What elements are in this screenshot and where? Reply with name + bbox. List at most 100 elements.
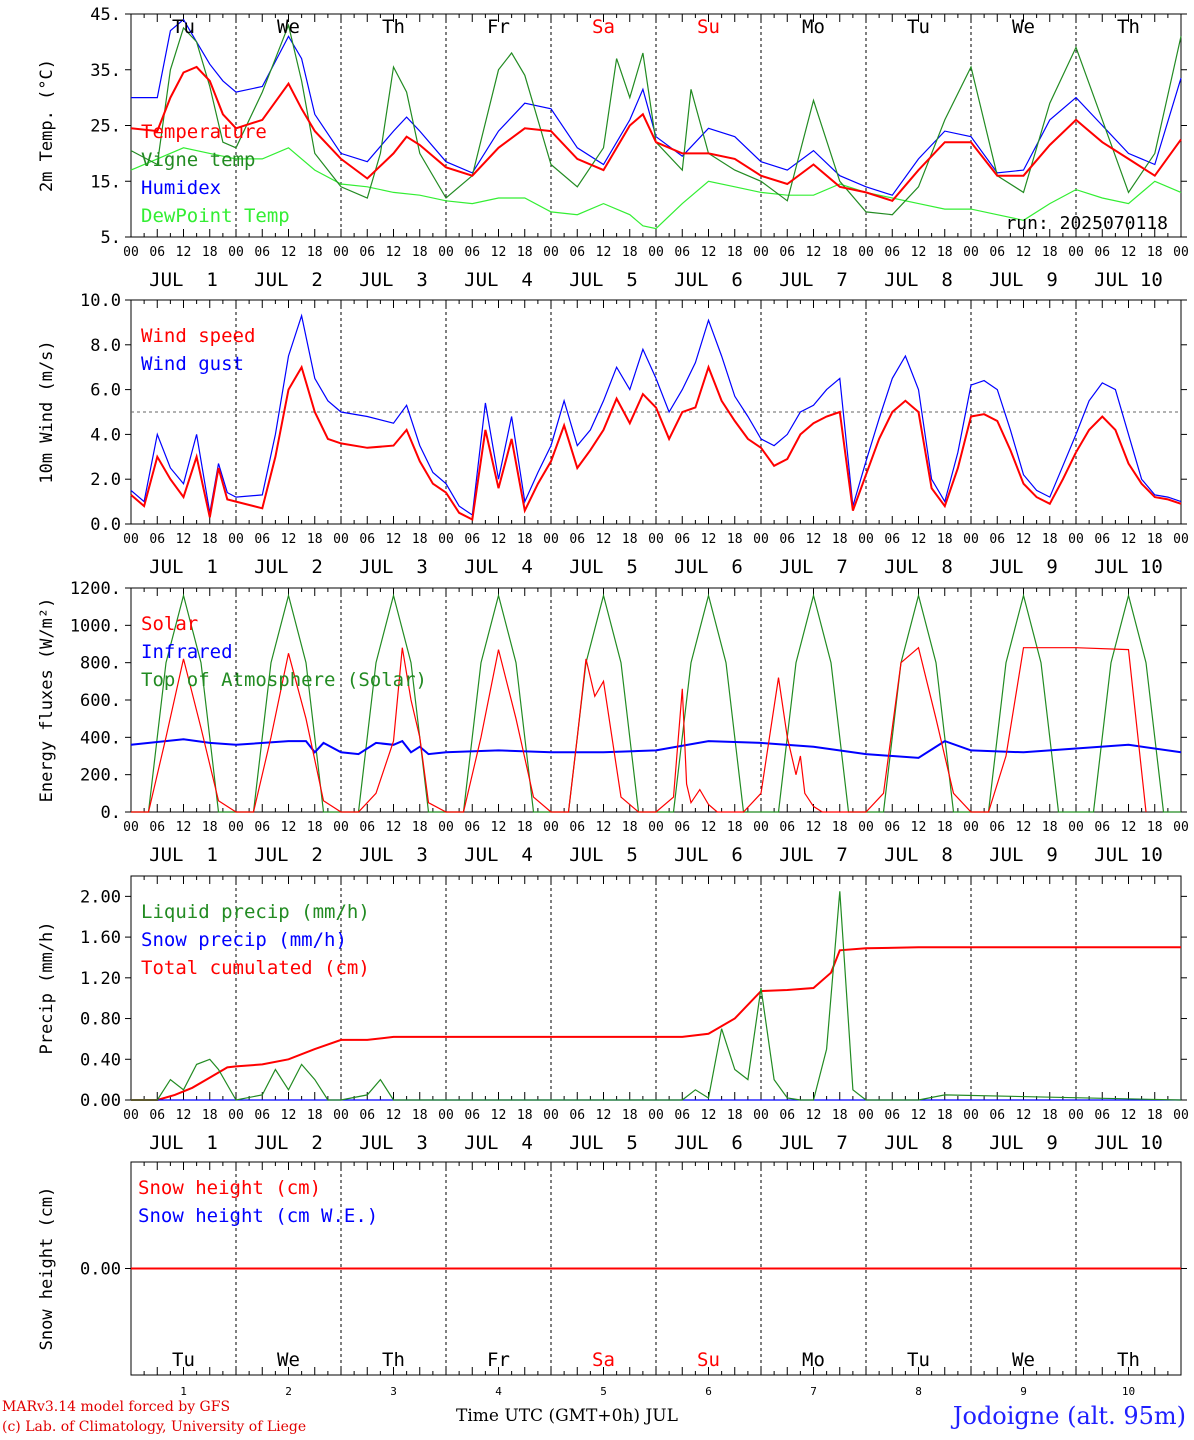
y-axis-label: Snow height (cm) bbox=[37, 1187, 57, 1351]
date-label: JUL 7 bbox=[779, 269, 848, 291]
hour-tick-label: 00 bbox=[543, 245, 559, 260]
hour-tick-label: 18 bbox=[412, 532, 428, 547]
hour-tick-label: 06 bbox=[254, 820, 270, 835]
weekday-label: Su bbox=[697, 1349, 720, 1371]
date-label: JUL 5 bbox=[569, 556, 638, 578]
legend-entry: Wind speed bbox=[141, 325, 255, 347]
hour-tick-label: 00 bbox=[648, 820, 664, 835]
hour-tick-label: 18 bbox=[307, 245, 323, 260]
hour-tick-label: 12 bbox=[386, 532, 402, 547]
y-tick-label: 800. bbox=[80, 654, 121, 674]
hour-tick-label: 00 bbox=[753, 1108, 769, 1123]
y-tick-label: 0.0 bbox=[90, 515, 121, 535]
weekday-label: Th bbox=[1117, 1349, 1140, 1371]
y-tick-label: 0.80 bbox=[80, 1010, 121, 1030]
hour-tick-label: 06 bbox=[674, 1108, 690, 1123]
date-label: JUL 7 bbox=[779, 556, 848, 578]
hour-tick-label: 00 bbox=[753, 532, 769, 547]
hour-tick-label: 18 bbox=[832, 1108, 848, 1123]
hour-tick-label: 18 bbox=[937, 532, 953, 547]
date-label: JUL 4 bbox=[464, 269, 533, 291]
hour-tick-label: 18 bbox=[412, 245, 428, 260]
weekday-label: We bbox=[1012, 1349, 1035, 1371]
day-number-label: 7 bbox=[810, 1385, 817, 1398]
run-label: run: 2025070118 bbox=[1005, 213, 1168, 234]
date-label: JUL 9 bbox=[989, 1132, 1058, 1154]
hour-tick-label: 12 bbox=[281, 820, 297, 835]
hour-tick-label: 12 bbox=[176, 1108, 192, 1123]
hour-tick-label: 18 bbox=[202, 245, 218, 260]
date-label: JUL 3 bbox=[359, 844, 428, 866]
hour-tick-label: 12 bbox=[491, 532, 507, 547]
hour-tick-label: 06 bbox=[884, 820, 900, 835]
hour-tick-label: 06 bbox=[359, 245, 375, 260]
hour-tick-label: 18 bbox=[517, 532, 533, 547]
hour-tick-label: 18 bbox=[307, 820, 323, 835]
y-tick-label: 2.0 bbox=[90, 470, 121, 490]
hour-tick-label: 12 bbox=[1121, 1108, 1137, 1123]
date-label: JUL 7 bbox=[779, 844, 848, 866]
hour-tick-label: 00 bbox=[123, 820, 139, 835]
y-axis-label: Energy fluxes (W/m²) bbox=[37, 598, 57, 803]
date-label: JUL 4 bbox=[464, 1132, 533, 1154]
date-label: JUL 2 bbox=[254, 1132, 323, 1154]
date-label: JUL 4 bbox=[464, 556, 533, 578]
hour-tick-label: 00 bbox=[1173, 532, 1189, 547]
weekday-label: Tu bbox=[907, 16, 930, 38]
panel-frame bbox=[130, 13, 1182, 238]
weekday-label: Tu bbox=[907, 1349, 930, 1371]
hour-tick-label: 06 bbox=[779, 820, 795, 835]
hour-tick-label: 06 bbox=[674, 532, 690, 547]
weekday-label: Th bbox=[1117, 16, 1140, 38]
date-label: JUL 6 bbox=[674, 844, 743, 866]
lab-credit: (c) Lab. of Climatology, University of L… bbox=[2, 1419, 307, 1435]
legend-entry: Snow precip (mm/h) bbox=[141, 929, 347, 951]
hour-tick-label: 18 bbox=[727, 1108, 743, 1123]
hour-tick-label: 06 bbox=[149, 245, 165, 260]
y-tick-label: 25. bbox=[90, 117, 121, 137]
day-number-label: 3 bbox=[390, 1385, 397, 1398]
hour-tick-label: 06 bbox=[254, 532, 270, 547]
hour-tick-label: 12 bbox=[701, 1108, 717, 1123]
y-axis-label: 2m Temp. (°C) bbox=[37, 59, 57, 192]
hour-tick-label: 00 bbox=[963, 245, 979, 260]
y-tick-label: 1200. bbox=[70, 579, 121, 599]
series-line bbox=[131, 18, 1182, 196]
y-tick-label: 45. bbox=[90, 5, 121, 25]
legend-entry: Infrared bbox=[141, 641, 233, 663]
hour-tick-label: 06 bbox=[569, 820, 585, 835]
hour-tick-label: 18 bbox=[517, 245, 533, 260]
hour-tick-label: 00 bbox=[123, 532, 139, 547]
hour-tick-label: 12 bbox=[806, 532, 822, 547]
hour-tick-label: 06 bbox=[1094, 245, 1110, 260]
series-line bbox=[130, 147, 1182, 230]
hour-tick-label: 12 bbox=[806, 1108, 822, 1123]
hour-tick-label: 06 bbox=[569, 532, 585, 547]
hour-tick-label: 06 bbox=[674, 245, 690, 260]
day-number-label: 8 bbox=[915, 1385, 922, 1398]
date-label: JUL 8 bbox=[884, 269, 953, 291]
weekday-label: Su bbox=[697, 16, 720, 38]
hour-tick-label: 00 bbox=[753, 245, 769, 260]
date-label: JUL 6 bbox=[674, 556, 743, 578]
hour-tick-label: 18 bbox=[937, 245, 953, 260]
hour-tick-label: 12 bbox=[1121, 245, 1137, 260]
hour-tick-label: 12 bbox=[281, 245, 297, 260]
hour-tick-label: 06 bbox=[359, 820, 375, 835]
y-tick-label: 8.0 bbox=[90, 336, 121, 356]
hour-tick-label: 00 bbox=[228, 532, 244, 547]
hour-tick-label: 18 bbox=[1042, 532, 1058, 547]
series-line bbox=[131, 646, 1147, 813]
date-label: JUL 8 bbox=[884, 1132, 953, 1154]
date-label: JUL 10 bbox=[1094, 844, 1163, 866]
series-line bbox=[130, 65, 1182, 202]
hour-tick-label: 18 bbox=[517, 820, 533, 835]
weekday-label: We bbox=[1012, 16, 1035, 38]
weekday-label: Tu bbox=[172, 1349, 195, 1371]
hour-tick-label: 12 bbox=[386, 245, 402, 260]
hour-tick-label: 12 bbox=[701, 245, 717, 260]
weekday-label: Fr bbox=[487, 16, 510, 38]
weekday-label: We bbox=[277, 1349, 300, 1371]
y-tick-label: 600. bbox=[80, 691, 121, 711]
weekday-label: Mo bbox=[802, 1349, 825, 1371]
